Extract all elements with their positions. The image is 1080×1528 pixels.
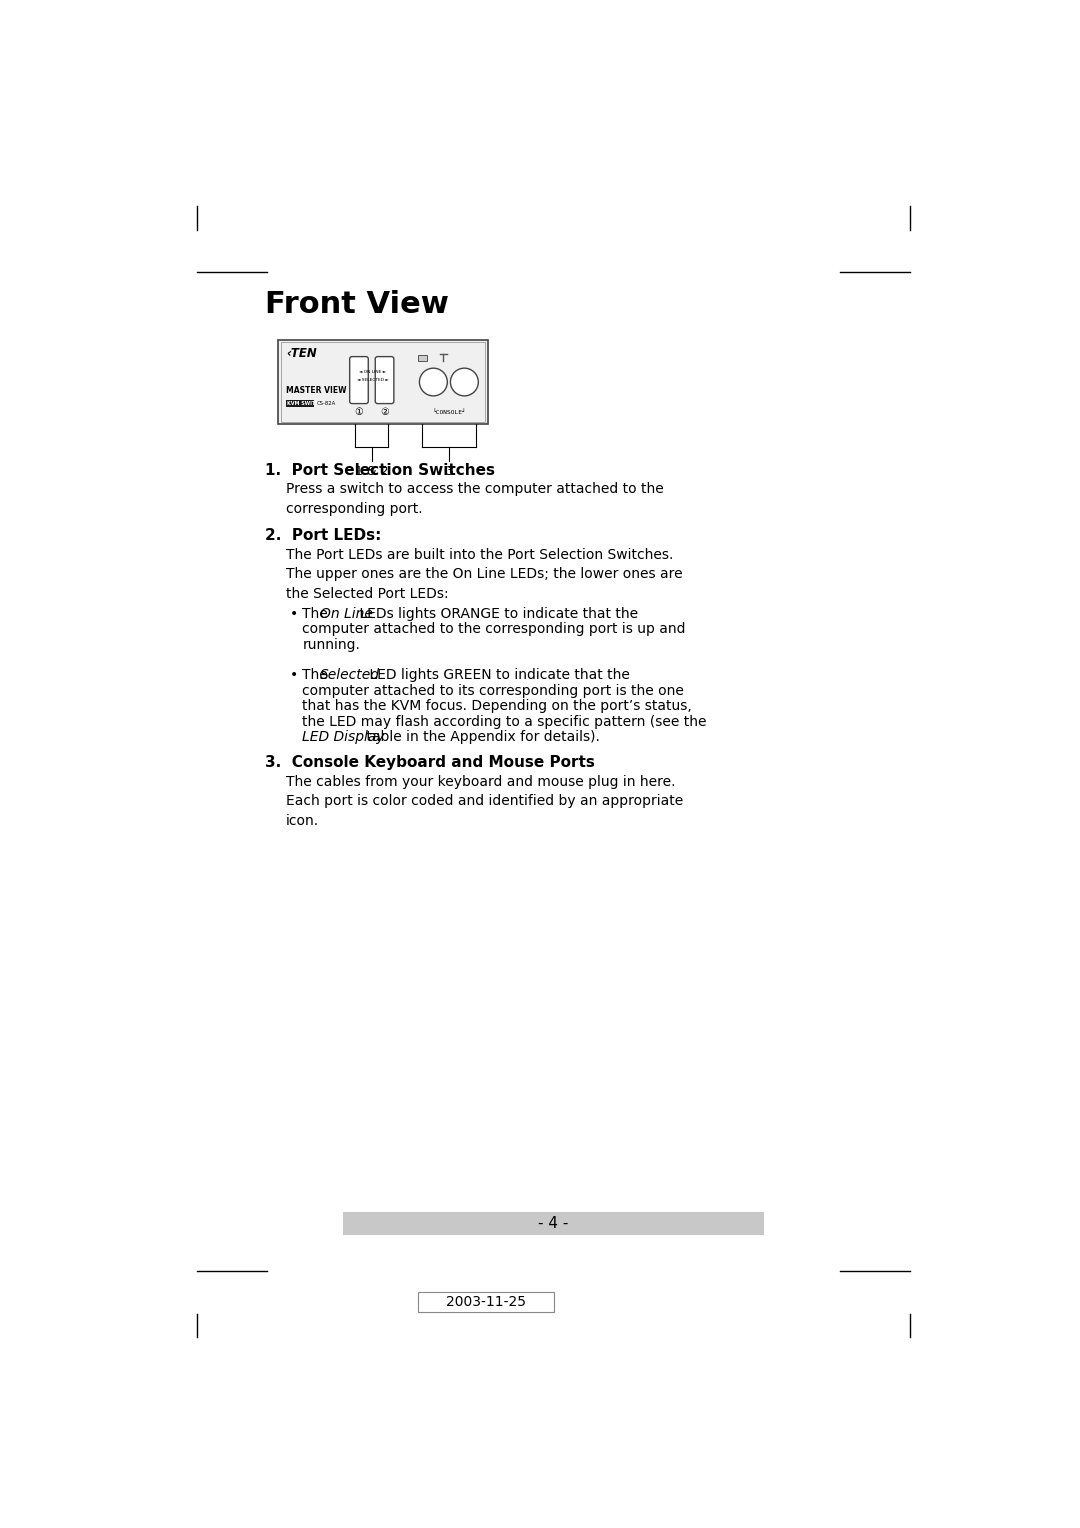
Bar xyxy=(418,354,428,361)
Text: ◄ ON LINE ►: ◄ ON LINE ► xyxy=(360,370,387,374)
Text: Press a switch to access the computer attached to the
corresponding port.: Press a switch to access the computer at… xyxy=(286,483,664,515)
Text: 2.  Port LEDs:: 2. Port LEDs: xyxy=(266,529,381,544)
Text: table in the Appendix for details).: table in the Appendix for details). xyxy=(362,730,600,744)
Text: LEDs lights ORANGE to indicate that the: LEDs lights ORANGE to indicate that the xyxy=(355,607,638,620)
Text: ◄ SELECTED ►: ◄ SELECTED ► xyxy=(357,377,389,382)
Text: - 4 -: - 4 - xyxy=(538,1216,569,1232)
Text: 2003-11-25: 2003-11-25 xyxy=(446,1296,526,1309)
Bar xyxy=(418,1293,554,1313)
Text: ①: ① xyxy=(354,406,363,417)
Bar xyxy=(279,339,488,425)
Text: CS-82A: CS-82A xyxy=(318,402,336,406)
Text: └CONSOLE┘: └CONSOLE┘ xyxy=(432,410,465,416)
Text: Selected: Selected xyxy=(321,668,380,683)
Text: ②: ② xyxy=(380,406,389,417)
Text: On Line: On Line xyxy=(321,607,373,620)
Text: ‹TEN: ‹TEN xyxy=(286,347,316,361)
Text: 1.  Port Selection Switches: 1. Port Selection Switches xyxy=(266,463,496,478)
Text: the LED may flash according to a specific pattern (see the: the LED may flash according to a specifi… xyxy=(302,715,707,729)
Circle shape xyxy=(419,368,447,396)
Bar xyxy=(286,400,314,408)
Text: •: • xyxy=(291,668,298,683)
Text: The Port LEDs are built into the Port Selection Switches.
The upper ones are the: The Port LEDs are built into the Port Se… xyxy=(286,547,683,601)
Text: The: The xyxy=(302,607,333,620)
Text: •: • xyxy=(291,607,298,620)
Text: LED lights GREEN to indicate that the: LED lights GREEN to indicate that the xyxy=(365,668,630,683)
Text: MASTER VIEW: MASTER VIEW xyxy=(286,387,347,396)
Text: that has the KVM focus. Depending on the port’s status,: that has the KVM focus. Depending on the… xyxy=(302,700,692,714)
Text: computer attached to its corresponding port is the one: computer attached to its corresponding p… xyxy=(302,685,685,698)
Text: running.: running. xyxy=(302,637,361,651)
Text: The: The xyxy=(302,668,333,683)
Text: KVM SWITCH: KVM SWITCH xyxy=(287,402,323,406)
Circle shape xyxy=(450,368,478,396)
Bar xyxy=(281,342,485,422)
Text: 3.  Console Keyboard and Mouse Ports: 3. Console Keyboard and Mouse Ports xyxy=(266,755,595,770)
Text: 3: 3 xyxy=(445,465,453,478)
Bar xyxy=(342,1212,765,1235)
Text: LED Display: LED Display xyxy=(302,730,386,744)
FancyBboxPatch shape xyxy=(375,356,394,403)
Text: Front View: Front View xyxy=(266,290,449,319)
FancyBboxPatch shape xyxy=(350,356,368,403)
Text: The cables from your keyboard and mouse plug in here.
Each port is color coded a: The cables from your keyboard and mouse … xyxy=(286,775,684,828)
Text: computer attached to the corresponding port is up and: computer attached to the corresponding p… xyxy=(302,622,686,636)
Text: 1 & 2: 1 & 2 xyxy=(355,465,389,478)
